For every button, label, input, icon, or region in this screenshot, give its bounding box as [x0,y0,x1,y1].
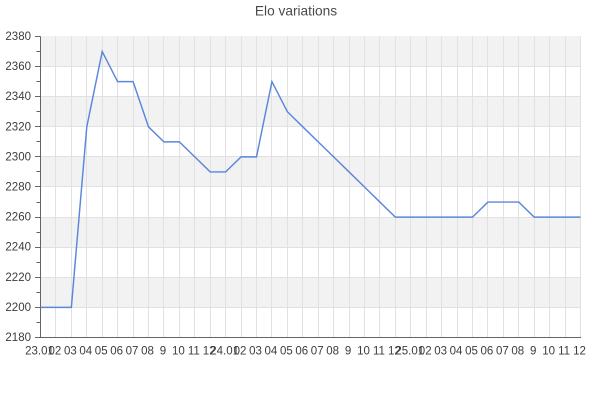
svg-text:9: 9 [345,346,351,358]
svg-text:25.01: 25.01 [395,346,424,358]
svg-text:2280: 2280 [5,182,31,194]
svg-text:2320: 2320 [5,121,31,133]
svg-text:9: 9 [160,346,166,358]
svg-text:23.01: 23.01 [25,346,54,358]
svg-text:2220: 2220 [5,272,31,284]
svg-text:2240: 2240 [5,242,31,254]
svg-text:04: 04 [450,346,463,358]
svg-text:02: 02 [419,346,432,358]
svg-text:08: 08 [326,346,339,358]
svg-text:2380: 2380 [5,31,31,43]
svg-text:24.01: 24.01 [210,346,239,358]
svg-text:10: 10 [357,346,370,358]
svg-text:08: 08 [141,346,154,358]
svg-text:07: 07 [496,346,509,358]
svg-text:Elo variations: Elo variations [255,4,337,19]
svg-text:12: 12 [573,346,586,358]
svg-text:06: 06 [110,346,123,358]
svg-text:2360: 2360 [5,61,31,73]
svg-text:2180: 2180 [5,332,31,344]
svg-text:05: 05 [95,346,108,358]
svg-text:11: 11 [558,346,570,358]
svg-text:9: 9 [530,346,536,358]
svg-text:11: 11 [373,346,385,358]
svg-text:02: 02 [49,346,62,358]
svg-text:10: 10 [172,346,185,358]
svg-text:04: 04 [79,346,92,358]
svg-text:12: 12 [388,346,401,358]
svg-text:06: 06 [481,346,494,358]
svg-text:2200: 2200 [5,302,31,314]
svg-text:10: 10 [542,346,555,358]
svg-text:06: 06 [295,346,308,358]
svg-text:11: 11 [188,346,200,358]
svg-text:07: 07 [311,346,324,358]
svg-text:03: 03 [249,346,262,358]
svg-text:02: 02 [234,346,247,358]
svg-text:05: 05 [465,346,478,358]
svg-text:12: 12 [203,346,216,358]
svg-text:03: 03 [64,346,77,358]
svg-text:2300: 2300 [5,151,31,163]
svg-text:08: 08 [511,346,524,358]
svg-text:03: 03 [434,346,447,358]
svg-text:2340: 2340 [5,91,31,103]
svg-text:04: 04 [265,346,278,358]
svg-text:05: 05 [280,346,293,358]
svg-text:07: 07 [126,346,139,358]
svg-text:2260: 2260 [5,212,31,224]
